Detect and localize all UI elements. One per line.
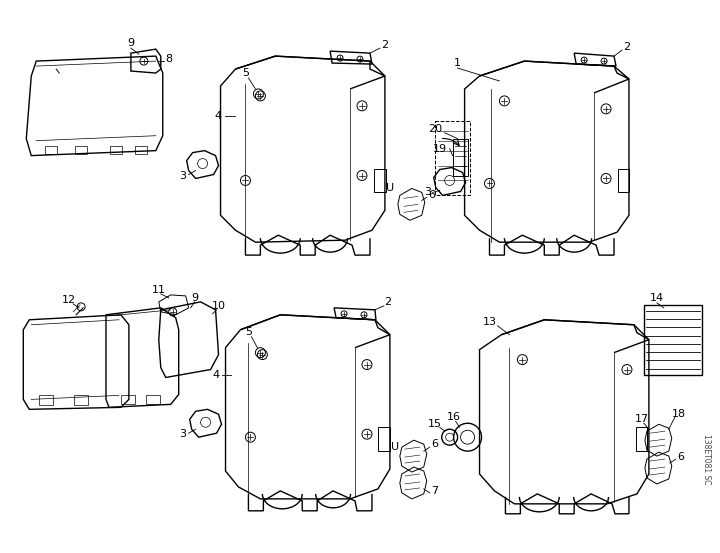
Text: 11: 11: [152, 285, 166, 295]
Text: 10: 10: [212, 301, 225, 311]
Text: 1: 1: [454, 58, 461, 68]
Text: 9: 9: [127, 38, 135, 48]
Text: 2: 2: [384, 297, 392, 307]
Text: 4: 4: [212, 369, 219, 379]
Bar: [121, 395, 135, 404]
Bar: [74, 395, 88, 405]
Text: 16: 16: [446, 413, 461, 422]
Text: 2: 2: [624, 42, 631, 52]
Text: 5: 5: [245, 327, 252, 337]
Text: 3: 3: [179, 429, 186, 439]
Text: 9: 9: [191, 293, 198, 303]
Text: 13: 13: [482, 317, 497, 327]
Text: 8: 8: [165, 54, 172, 64]
Text: 6: 6: [431, 439, 438, 449]
Text: 2: 2: [382, 40, 389, 50]
Text: 6: 6: [428, 190, 435, 200]
Bar: [146, 395, 160, 404]
Text: 3: 3: [424, 187, 431, 197]
Text: 6: 6: [678, 452, 684, 462]
Bar: [644, 305, 702, 374]
Bar: [135, 145, 147, 154]
Text: 138ET081 SC: 138ET081 SC: [702, 434, 711, 484]
Bar: [40, 395, 53, 405]
Bar: [45, 145, 57, 154]
Text: 19: 19: [433, 144, 446, 154]
Text: 20: 20: [428, 124, 442, 134]
Text: U: U: [386, 184, 394, 194]
Text: 5: 5: [242, 68, 249, 78]
Text: 14: 14: [649, 293, 664, 303]
Text: 3: 3: [179, 170, 186, 180]
Text: 18: 18: [672, 409, 686, 419]
Bar: [75, 145, 87, 154]
Bar: [110, 145, 122, 154]
Text: 7: 7: [431, 486, 438, 496]
Text: 17: 17: [635, 414, 649, 424]
Text: 15: 15: [428, 419, 441, 429]
Text: U: U: [391, 442, 399, 452]
Text: 12: 12: [62, 295, 76, 305]
Text: 4: 4: [214, 111, 221, 121]
